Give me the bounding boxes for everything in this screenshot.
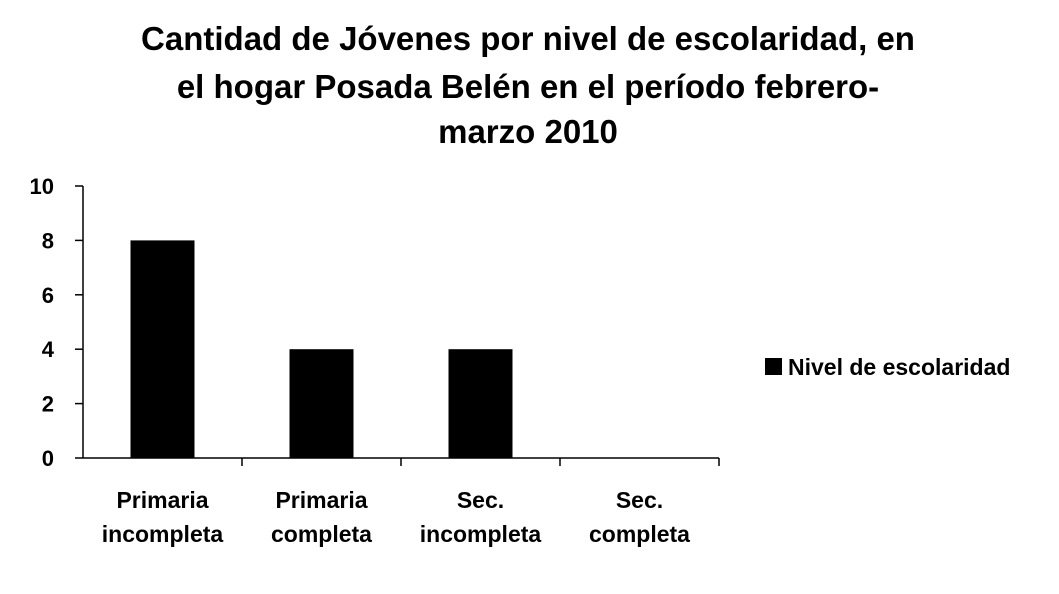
chart-title-line: el hogar Posada Belén en el período febr… [177,68,879,105]
bar [448,349,513,458]
y-tick-label: 0 [42,446,54,471]
x-category-label: Primaria [116,487,208,513]
chart-title-line: Cantidad de Jóvenes por nivel de escolar… [141,20,915,57]
legend-swatch [765,358,782,375]
legend: Nivel de escolaridad [765,354,1010,380]
x-category-label: incompleta [102,521,224,547]
chart-title: Cantidad de Jóvenes por nivel de escolar… [141,20,915,150]
x-category-label: completa [589,521,690,547]
bar [130,240,195,458]
bars [130,240,513,458]
x-category-label: Sec. [616,487,663,513]
x-category-label: incompleta [420,521,542,547]
y-tick-label: 4 [42,337,55,362]
y-tick-label: 2 [42,392,54,417]
bar [289,349,354,458]
legend-label: Nivel de escolaridad [788,354,1010,380]
y-tick-label: 8 [42,228,54,253]
x-category-label: Sec. [457,487,504,513]
category-labels: Primaria incompleta Primaria completa Sec. in… [102,487,690,547]
chart-title-line: marzo 2010 [438,113,618,150]
x-category-label: completa [271,521,372,547]
x-category-label: Primaria [275,487,367,513]
y-tick-label: 6 [42,283,54,308]
y-tick-label: 10 [30,174,54,199]
